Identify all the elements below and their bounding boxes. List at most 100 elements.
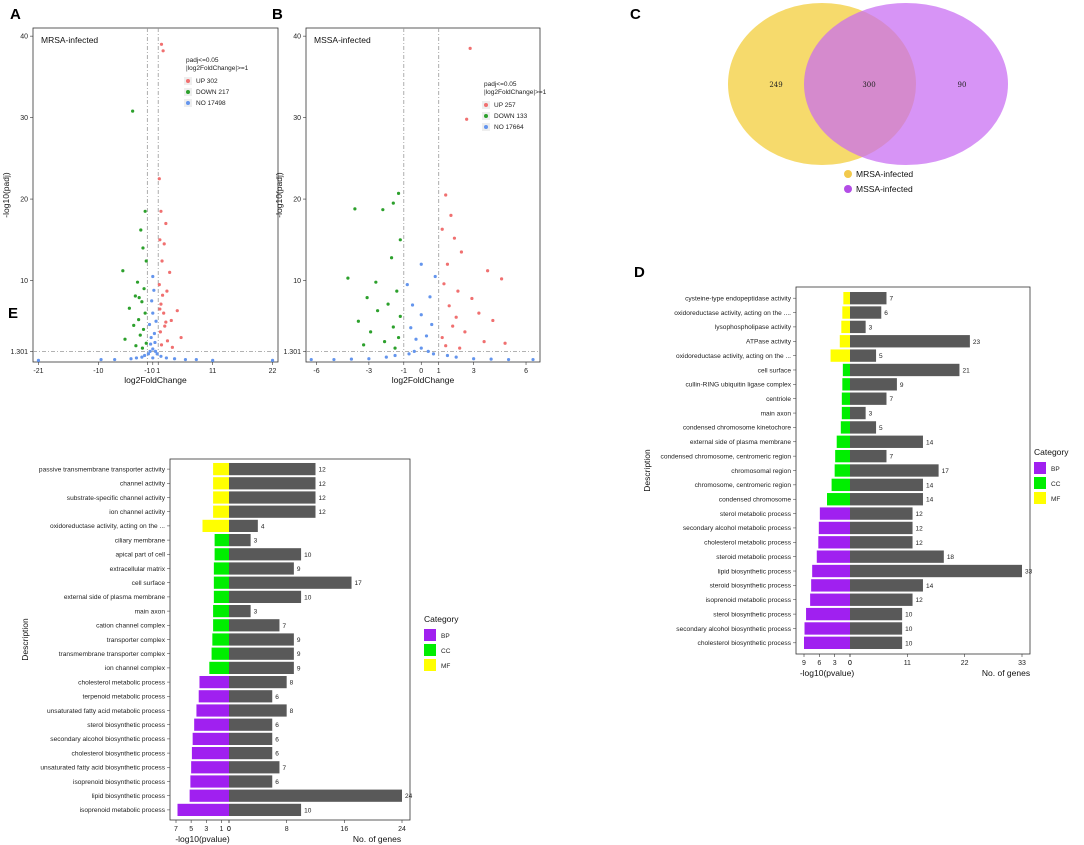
- data-point-up: [162, 311, 166, 315]
- description-label: oxidoreductase activity, acting on the .…: [674, 310, 791, 317]
- venn-diagram: 249 300 90 MRSA-infected MSSA-infected: [728, 3, 1008, 194]
- gene-count-label: 6: [275, 736, 279, 743]
- data-point-up: [162, 242, 166, 246]
- data-point-no: [164, 356, 168, 360]
- gene-count-label: 12: [319, 509, 327, 516]
- pvalue-bar-cc: [213, 619, 229, 632]
- legend-key-bp: [1034, 462, 1046, 474]
- gene-count-label: 9: [297, 651, 301, 658]
- gene-count-bar: [229, 803, 302, 817]
- y-axis-title: -log10(padj): [1, 172, 11, 218]
- venn-count-mrsa-only: 249: [769, 81, 782, 89]
- legend-key-down: [484, 114, 488, 118]
- gene-count-bar: [850, 335, 970, 348]
- pvalue-bar-bp: [198, 690, 229, 703]
- legend-title: Category: [424, 614, 459, 624]
- y-tick-label: 20: [293, 197, 301, 204]
- data-point-up: [175, 309, 179, 313]
- y-tick-label: 30: [20, 115, 28, 122]
- pvalue-bar-bp: [806, 607, 850, 621]
- go-bar-chart-d: 7 cysteine-type endopeptidase activity 6 ox…: [642, 286, 1069, 678]
- data-point-down: [121, 269, 125, 273]
- gene-count-bar: [850, 564, 1022, 578]
- gene-count-label: 10: [304, 594, 312, 601]
- pvalue-bar-mf: [843, 292, 850, 305]
- description-label: cullin-RING ubiquitin ligase complex: [685, 382, 791, 389]
- x-tick-label-right: 8: [285, 826, 289, 833]
- legend-label-bp: BP: [1051, 466, 1060, 473]
- y-tick-label: 40: [293, 34, 301, 41]
- data-point-no: [412, 349, 416, 354]
- description-label: unsaturated fatty acid metabolic process: [47, 708, 166, 715]
- gene-count-bar: [229, 491, 316, 504]
- data-point-up: [449, 213, 453, 217]
- x-tick-label: 22: [269, 368, 277, 375]
- data-point-down: [398, 314, 402, 318]
- gene-count-label: 17: [942, 468, 950, 475]
- gene-count-label: 6: [275, 722, 279, 729]
- legend-label-down: DOWN 217: [196, 89, 230, 96]
- data-point-no: [129, 357, 133, 361]
- legend-key-down: [186, 90, 190, 94]
- description-label: substrate-specific channel activity: [67, 495, 166, 502]
- panel-label-d: D: [634, 264, 645, 281]
- data-point-no: [414, 337, 418, 341]
- gene-count-bar: [229, 675, 287, 689]
- gene-count-bar: [850, 478, 923, 492]
- data-point-no: [349, 357, 354, 361]
- venn-legend-key-mrsa: [844, 170, 852, 178]
- pvalue-bar-mf: [830, 349, 850, 362]
- volcano-plot-mssa: -6 -3 -1 0 1 3 6 1.301 10 20 30 40 log2FoldChange -lo…: [274, 27, 547, 385]
- gene-count-bar: [850, 406, 866, 420]
- description-label: lysophospholipase activity: [715, 324, 792, 331]
- data-point-down: [393, 346, 397, 350]
- data-point-down: [144, 341, 148, 345]
- data-point-up: [463, 330, 467, 334]
- data-point-up: [459, 250, 464, 254]
- data-point-up: [160, 293, 165, 297]
- description-label: channel activity: [120, 481, 166, 488]
- gene-count-label: 10: [905, 612, 913, 619]
- data-point-up: [158, 238, 162, 242]
- legend-key-mf: [424, 659, 436, 671]
- legend-label-up: UP 257: [494, 102, 516, 109]
- data-point-up: [159, 343, 164, 347]
- pvalue-bar-bp: [191, 761, 229, 774]
- description-label: cysteine-type endopeptidase activity: [685, 295, 792, 302]
- gene-count-bar: [850, 306, 882, 319]
- y-tick-label: 10: [20, 278, 28, 285]
- data-point-down: [138, 333, 142, 337]
- data-point-up: [465, 117, 469, 121]
- x-tick-label-left: 1: [219, 826, 223, 833]
- y-axis-title: Description: [20, 618, 30, 661]
- legend-label-no: NO 17498: [196, 100, 226, 107]
- pvalue-bar-cc: [213, 576, 229, 589]
- description-label: ion channel complex: [105, 665, 166, 672]
- description-label: lipid biosynthetic process: [718, 568, 792, 575]
- venn-count-intersection: 300: [862, 81, 875, 89]
- data-point-up: [440, 335, 444, 340]
- description-label: extracellular matrix: [110, 566, 166, 573]
- data-point-up: [157, 177, 161, 181]
- x-tick-label-right: 33: [1018, 660, 1026, 667]
- x-tick-label-right: 22: [961, 660, 969, 667]
- pvalue-bar-bp: [804, 636, 850, 649]
- gene-count-label: 5: [879, 425, 883, 432]
- data-point-no: [149, 335, 153, 340]
- description-label: secondary alcohol biosynthetic process: [676, 626, 791, 633]
- data-point-down: [131, 109, 135, 113]
- gene-count-label: 6: [884, 310, 888, 317]
- data-point-no: [147, 322, 152, 327]
- data-point-no: [454, 355, 458, 359]
- pvalue-bar-mf: [839, 335, 850, 348]
- description-label: cholesterol metabolic process: [704, 540, 792, 547]
- data-point-no: [150, 299, 154, 303]
- pvalue-bar-cc: [209, 661, 229, 675]
- pvalue-bar-bp: [804, 622, 850, 635]
- data-point-no: [151, 356, 155, 360]
- data-point-up: [165, 289, 169, 293]
- x-axis-title-left: -log10(pvalue): [800, 668, 855, 678]
- description-label: transmembrane transporter complex: [59, 651, 166, 658]
- x-tick-label: 0: [419, 368, 423, 375]
- data-point-no: [152, 331, 157, 336]
